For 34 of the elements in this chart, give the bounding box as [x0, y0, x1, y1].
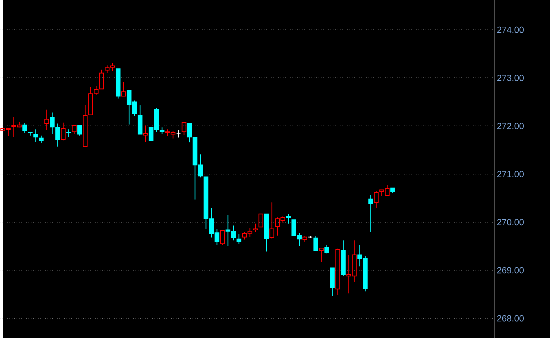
candlestick	[121, 82, 126, 98]
y-tick-label: 272.00	[498, 123, 524, 130]
y-tick-label: 273.00	[498, 75, 524, 82]
candlestick	[368, 194, 374, 234]
y-tick-label: 271.00	[498, 171, 524, 178]
candlestick	[264, 214, 270, 252]
candlestick	[72, 126, 77, 136]
y-tick-label: 274.00	[498, 27, 524, 34]
candlestick	[302, 236, 308, 243]
candlestick	[336, 248, 340, 296]
y-tick-label: 269.00	[498, 268, 524, 274]
candlestick	[44, 110, 50, 132]
candlestick	[143, 126, 148, 143]
candlestick	[39, 136, 44, 144]
y-tick-label: 268.00	[498, 316, 524, 322]
candlestick	[341, 240, 346, 277]
candlestick	[286, 214, 291, 224]
candlestick	[100, 70, 104, 90]
candlestick	[330, 268, 335, 298]
candlestick	[324, 244, 330, 254]
candlestick	[61, 122, 66, 142]
candlestick	[22, 123, 28, 134]
candlestick	[270, 202, 275, 240]
candlestick	[138, 105, 143, 136]
candlestick	[66, 129, 72, 138]
candlestick	[116, 68, 121, 100]
candlestick	[374, 190, 379, 209]
candlestick	[319, 248, 324, 263]
candlestick	[56, 124, 60, 148]
candlestick	[28, 132, 33, 136]
candlestick	[314, 236, 318, 252]
candlestick	[50, 112, 55, 136]
y-tick-label: 270.00	[498, 219, 524, 226]
candlestick	[34, 129, 38, 143]
